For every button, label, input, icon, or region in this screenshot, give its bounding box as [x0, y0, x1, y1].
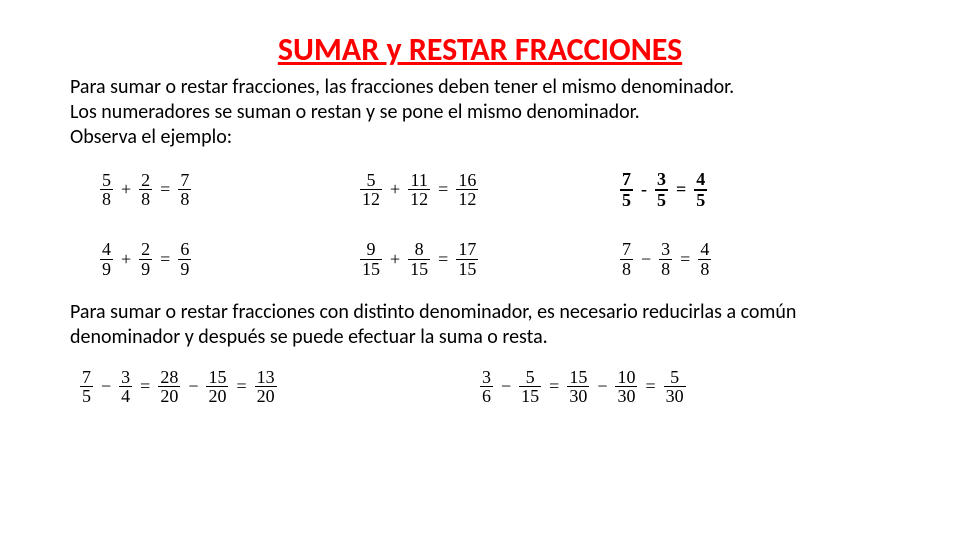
fraction-equation: 915+815=1715 — [360, 240, 600, 280]
fraction-equation-long: 36−515=1530−1030=530 — [480, 368, 880, 407]
intro-paragraph: Para sumar o restar fracciones, las frac… — [70, 75, 890, 150]
second-paragraph: Para sumar o restar fracciones con disti… — [70, 300, 890, 350]
fraction-equation: 78−38=48 — [620, 240, 860, 280]
page-title: SUMAR y RESTAR FRACCIONES — [70, 30, 890, 69]
intro-line-1: Para sumar o restar fracciones, las frac… — [70, 75, 734, 99]
fraction-equation: 512+1112=1612 — [360, 170, 600, 210]
fraction-equation: 49+29=69 — [100, 240, 340, 280]
fraction-equation-long: 75−34=2820−1520=1320 — [80, 368, 480, 407]
examples-different-denominator: 75−34=2820−1520=132036−515=1530−1030=530 — [70, 360, 890, 407]
intro-line-3: Observa el ejemplo: — [70, 125, 232, 149]
intro-line-2: Los numeradores se suman o restan y se p… — [70, 100, 640, 124]
fraction-equation: 75-35=45 — [620, 170, 860, 210]
examples-same-denominator: 58+28=78 512+1112=1612 75-35=45 49+29=69 915… — [70, 160, 890, 300]
fraction-equation: 58+28=78 — [100, 170, 340, 210]
